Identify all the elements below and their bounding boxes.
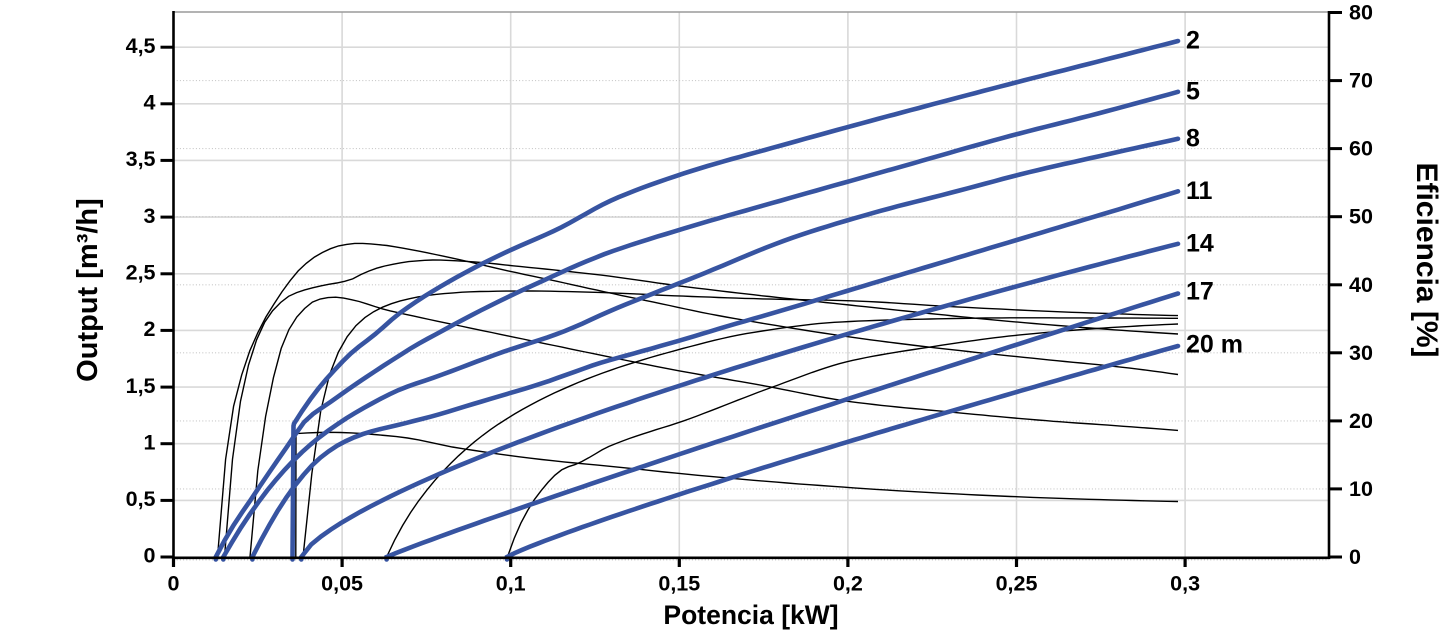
svg-text:4: 4 — [144, 91, 156, 115]
svg-text:0,25: 0,25 — [996, 572, 1038, 596]
svg-text:0: 0 — [1349, 545, 1361, 569]
svg-text:5: 5 — [1186, 77, 1200, 105]
svg-text:80: 80 — [1349, 1, 1373, 25]
svg-text:0,2: 0,2 — [833, 572, 863, 596]
svg-text:0,3: 0,3 — [1170, 572, 1200, 596]
svg-text:Potencia [kW]: Potencia [kW] — [663, 600, 838, 630]
svg-text:11: 11 — [1186, 177, 1213, 205]
svg-text:17: 17 — [1186, 278, 1214, 306]
svg-text:20 m: 20 m — [1186, 331, 1243, 359]
svg-text:2: 2 — [1186, 27, 1200, 55]
svg-text:0: 0 — [144, 544, 156, 568]
svg-text:2: 2 — [144, 317, 156, 341]
svg-text:1: 1 — [144, 430, 156, 454]
svg-text:60: 60 — [1349, 137, 1373, 161]
svg-text:0,1: 0,1 — [496, 572, 526, 596]
svg-text:20: 20 — [1349, 409, 1373, 433]
svg-text:8: 8 — [1186, 124, 1200, 152]
svg-text:40: 40 — [1349, 273, 1373, 297]
svg-text:Output [m³/h]: Output [m³/h] — [72, 198, 104, 382]
svg-text:50: 50 — [1349, 205, 1373, 229]
svg-text:70: 70 — [1349, 69, 1373, 93]
svg-text:10: 10 — [1349, 477, 1373, 501]
svg-text:3,5: 3,5 — [126, 147, 156, 171]
svg-text:1,5: 1,5 — [126, 374, 156, 398]
svg-text:30: 30 — [1349, 341, 1373, 365]
svg-text:Eficiencia [%]: Eficiencia [%] — [1410, 162, 1443, 357]
svg-text:0,5: 0,5 — [126, 487, 156, 511]
svg-text:3: 3 — [144, 204, 156, 228]
svg-text:0: 0 — [168, 572, 180, 596]
svg-text:0,05: 0,05 — [321, 572, 363, 596]
svg-text:0,15: 0,15 — [658, 572, 700, 596]
svg-text:14: 14 — [1186, 229, 1214, 257]
svg-text:2,5: 2,5 — [126, 260, 156, 284]
svg-text:4,5: 4,5 — [126, 34, 156, 58]
